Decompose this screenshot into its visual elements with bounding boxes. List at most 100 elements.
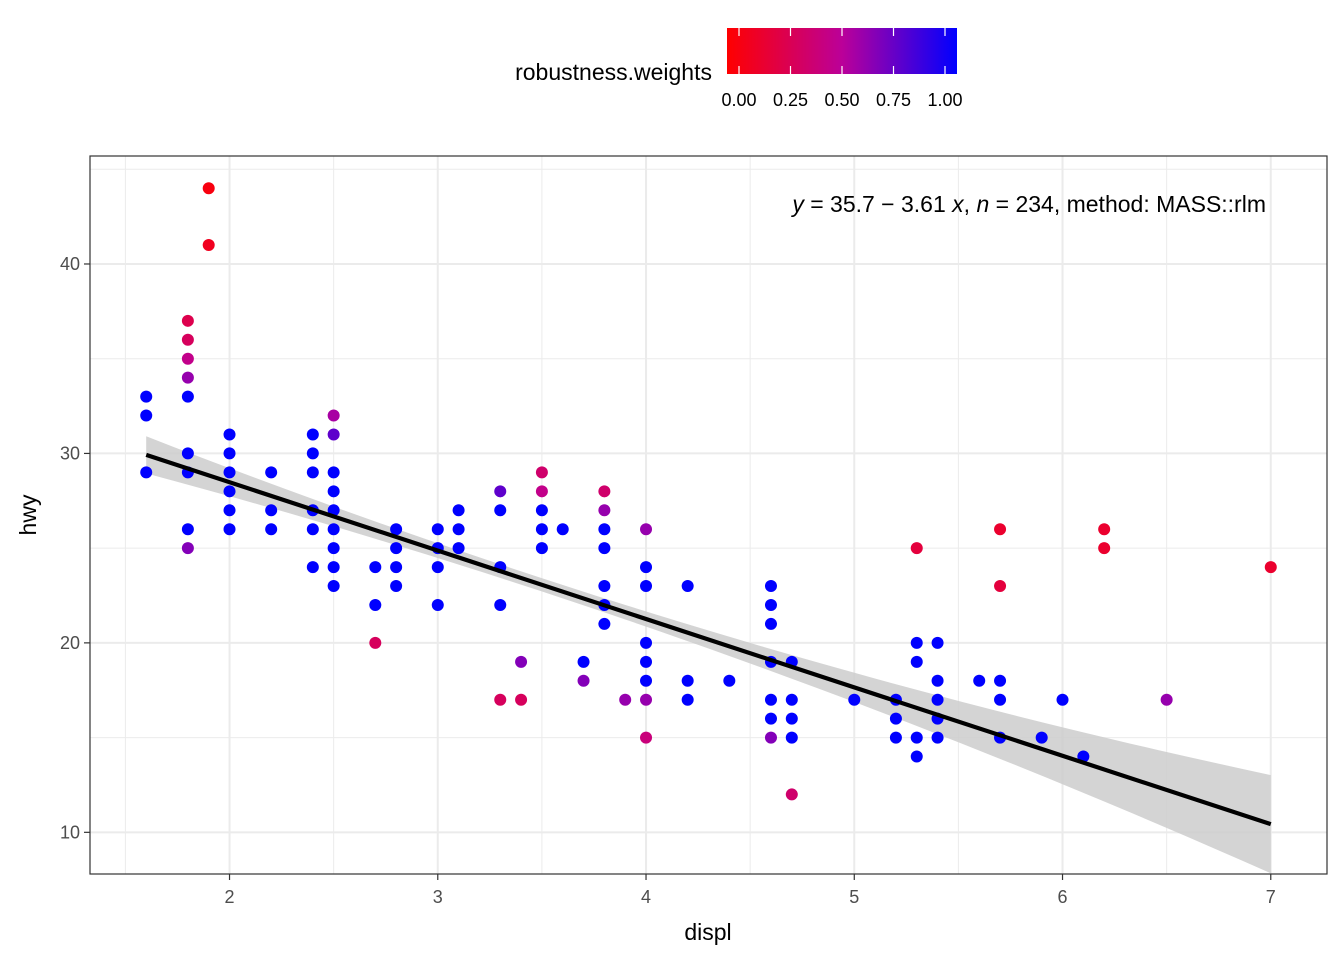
data-point: [494, 693, 507, 706]
data-point: [764, 693, 777, 706]
data-point: [640, 731, 653, 744]
data-point: [640, 655, 653, 668]
data-point: [494, 504, 507, 517]
data-point: [494, 485, 507, 498]
data-point: [764, 617, 777, 630]
data-point: [764, 712, 777, 725]
data-point: [535, 542, 548, 555]
legend: robustness.weights 0.00 0.25 0.50 0.75 1.00: [515, 28, 963, 110]
data-point: [764, 731, 777, 744]
data-point: [640, 674, 653, 687]
y-tick-label: 10: [60, 822, 80, 842]
data-point: [223, 485, 236, 498]
data-point: [785, 712, 798, 725]
legend-tick-label: 0.25: [773, 90, 808, 110]
annotation-y-var: y: [790, 191, 805, 217]
data-point: [994, 580, 1007, 593]
annotation-n-var: n: [976, 191, 989, 217]
data-point: [764, 580, 777, 593]
legend-tick-label: 1.00: [927, 90, 962, 110]
data-point: [785, 731, 798, 744]
data-point: [327, 561, 340, 574]
y-tick-label: 20: [60, 633, 80, 653]
data-point: [1160, 693, 1173, 706]
data-point: [931, 636, 944, 649]
x-tick-label: 3: [433, 887, 443, 907]
data-point: [535, 504, 548, 517]
data-point: [910, 750, 923, 763]
data-point: [556, 523, 569, 536]
data-point: [452, 523, 465, 536]
x-tick-label: 5: [849, 887, 859, 907]
data-point: [723, 674, 736, 687]
x-tick-label: 6: [1058, 887, 1068, 907]
data-point: [535, 523, 548, 536]
x-tick-label: 4: [641, 887, 651, 907]
y-tick-label: 30: [60, 443, 80, 463]
data-point: [889, 712, 902, 725]
data-point: [181, 333, 194, 346]
data-point: [306, 523, 319, 536]
data-point: [327, 466, 340, 479]
data-point: [181, 314, 194, 327]
data-point: [577, 655, 590, 668]
data-point: [223, 504, 236, 517]
data-point: [910, 731, 923, 744]
data-point: [598, 523, 611, 536]
data-point: [327, 485, 340, 498]
data-point: [369, 636, 382, 649]
data-point: [640, 636, 653, 649]
data-point: [452, 542, 465, 555]
data-point: [369, 561, 382, 574]
data-point: [202, 182, 215, 195]
panel-border: [89, 155, 1328, 875]
data-point: [931, 693, 944, 706]
x-tick-label: 2: [225, 887, 235, 907]
data-point: [494, 598, 507, 611]
legend-tick-label: 0.50: [824, 90, 859, 110]
data-point: [994, 674, 1007, 687]
data-point: [931, 731, 944, 744]
annotation-x-var: x: [951, 191, 965, 217]
data-point: [764, 598, 777, 611]
data-point: [994, 523, 1007, 536]
data-point: [140, 390, 153, 403]
data-point: [431, 598, 444, 611]
regression-line: [145, 452, 1272, 827]
data-point: [223, 447, 236, 460]
data-point: [1098, 542, 1111, 555]
data-point: [202, 239, 215, 252]
data-point: [640, 693, 653, 706]
data-point: [535, 485, 548, 498]
regression-annotation: y = 35.7 − 3.61 x, n = 234, method: MASS…: [790, 191, 1266, 217]
annotation-method: = 234, method: MASS::rlm: [989, 191, 1266, 217]
x-axis: 2 3 4 5 6 7: [225, 874, 1276, 907]
data-point: [140, 409, 153, 422]
data-point: [390, 580, 403, 593]
data-point: [910, 655, 923, 668]
data-point: [265, 504, 278, 517]
data-point: [223, 466, 236, 479]
legend-title: robustness.weights: [515, 59, 712, 85]
data-point: [598, 542, 611, 555]
data-point: [515, 655, 528, 668]
data-point: [1056, 693, 1069, 706]
data-point: [181, 352, 194, 365]
data-point: [306, 561, 319, 574]
y-tick-label: 40: [60, 254, 80, 274]
x-tick-label: 7: [1266, 887, 1276, 907]
data-point: [640, 580, 653, 593]
data-point: [931, 674, 944, 687]
data-point: [431, 561, 444, 574]
data-point: [181, 523, 194, 536]
data-point: [598, 617, 611, 630]
y-axis-title: hwy: [15, 494, 41, 535]
data-point: [785, 788, 798, 801]
data-point: [598, 485, 611, 498]
data-point: [640, 523, 653, 536]
data-point: [327, 428, 340, 441]
data-point: [431, 523, 444, 536]
data-point: [640, 561, 653, 574]
legend-tick-label: 0.75: [876, 90, 911, 110]
data-point: [1035, 731, 1048, 744]
